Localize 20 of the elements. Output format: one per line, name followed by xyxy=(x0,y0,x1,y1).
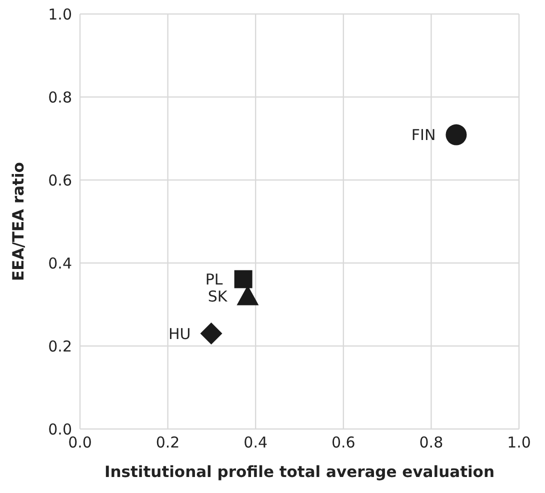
x-tick-label: 0.0 xyxy=(68,434,92,452)
point xyxy=(446,124,467,146)
y-tick-label: 1.0 xyxy=(48,5,72,24)
x-tick-label: 0.6 xyxy=(331,434,356,452)
y-tick-label: 0.8 xyxy=(48,88,72,106)
y-tick-label: 0.6 xyxy=(48,171,72,190)
point xyxy=(200,322,222,345)
y-tick-label: 0.2 xyxy=(48,337,72,356)
x-tick-label: 0.8 xyxy=(419,434,444,452)
point xyxy=(234,270,252,288)
x-tick-label: 0.2 xyxy=(156,434,180,452)
series-label: HU xyxy=(168,324,191,343)
series-label: PL xyxy=(205,270,224,289)
x-tick-label: 1.0 xyxy=(507,434,531,452)
x-tick-label: 0.4 xyxy=(244,434,268,452)
y-axis-title: EEA/TEA ratio xyxy=(10,162,28,281)
x-axis-title: Institutional profile total average evaluation xyxy=(104,463,494,481)
series-label: FIN xyxy=(411,126,436,144)
series-label: SK xyxy=(208,288,228,306)
y-tick-label: 0.4 xyxy=(48,254,72,272)
